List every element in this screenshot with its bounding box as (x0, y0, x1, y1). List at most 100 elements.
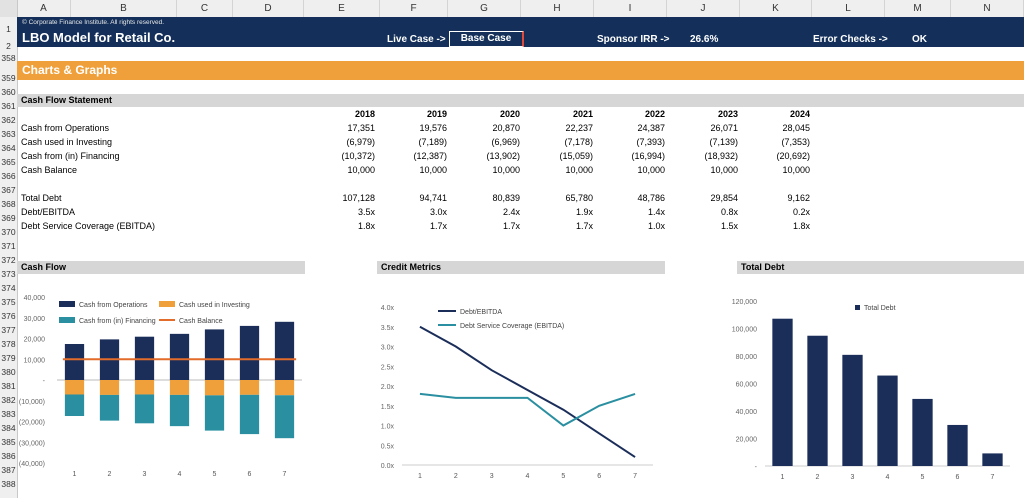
bar-cash-from-financing[interactable] (99, 394, 120, 421)
bar-cash-from-financing[interactable] (64, 394, 85, 417)
bar-cash-from-operations[interactable] (274, 321, 295, 380)
value-cell[interactable]: 10,000 (419, 165, 447, 175)
row-header-377[interactable]: 377 (1, 325, 16, 335)
column-header-m[interactable]: M (885, 0, 951, 17)
row-header-388[interactable]: 388 (1, 479, 16, 489)
bar-total-debt[interactable] (982, 453, 1003, 466)
value-cell[interactable]: 17,351 (347, 123, 375, 133)
value-cell[interactable]: (16,994) (631, 151, 665, 161)
row-label-cell[interactable]: Cash used in Investing (21, 137, 113, 147)
bar-cash-from-operations[interactable] (169, 333, 190, 380)
bar-cash-from-operations[interactable] (204, 329, 225, 380)
value-cell[interactable]: 10,000 (347, 165, 375, 175)
bar-cash-used-in-investing[interactable] (64, 380, 85, 395)
value-cell[interactable]: 20,870 (492, 123, 520, 133)
column-header-a[interactable]: A (17, 0, 71, 17)
row-header-369[interactable]: 369 (1, 213, 16, 223)
year-header-cell[interactable]: 2018 (354, 109, 375, 119)
row-header-381[interactable]: 381 (1, 381, 16, 391)
value-cell[interactable]: (7,139) (709, 137, 738, 147)
value-cell[interactable]: (7,178) (564, 137, 593, 147)
bar-total-debt[interactable] (912, 398, 933, 466)
total-debt-chart[interactable]: 120,000 100,000 80,000 60,000 40,000 20,000 - 1… (725, 285, 1024, 490)
bar-cash-from-financing[interactable] (239, 394, 260, 435)
bar-cash-from-financing[interactable] (169, 394, 190, 427)
value-cell[interactable]: 28,045 (782, 123, 810, 133)
year-header-cell[interactable]: 2022 (644, 109, 665, 119)
row-header-385[interactable]: 385 (1, 437, 16, 447)
row-label-cell[interactable]: Cash from (in) Financing (21, 151, 120, 161)
value-cell[interactable]: 24,387 (637, 123, 665, 133)
value-cell[interactable]: (15,059) (559, 151, 593, 161)
bar-cash-used-in-investing[interactable] (134, 380, 155, 395)
row-label-cell[interactable]: Debt Service Coverage (EBITDA) (21, 221, 156, 231)
column-header-j[interactable]: J (667, 0, 740, 17)
row-header-362[interactable]: 362 (1, 115, 16, 125)
column-header-i[interactable]: I (594, 0, 667, 17)
value-cell[interactable]: (18,932) (704, 151, 738, 161)
value-cell[interactable]: 65,780 (565, 193, 593, 203)
row-header-374[interactable]: 374 (1, 283, 16, 293)
bar-total-debt[interactable] (807, 335, 828, 466)
year-header-cell[interactable]: 2024 (789, 109, 810, 119)
row-header-375[interactable]: 375 (1, 297, 16, 307)
credit-metrics-chart[interactable]: 4.0x 3.5x 3.0x 2.5x 2.0x 1.5x 1.0x 0.5x 0.0x 1 2 3 4… (370, 285, 670, 490)
row-header-368[interactable]: 368 (1, 199, 16, 209)
value-cell[interactable]: (7,189) (418, 137, 447, 147)
value-cell[interactable]: 3.0x (429, 207, 447, 217)
value-cell[interactable]: 2.4x (502, 207, 520, 217)
row-header-370[interactable]: 370 (1, 227, 16, 237)
value-cell[interactable]: 107,128 (342, 193, 375, 203)
value-cell[interactable]: 29,854 (710, 193, 738, 203)
value-cell[interactable]: 10,000 (710, 165, 738, 175)
column-header-f[interactable]: F (380, 0, 448, 17)
value-cell[interactable]: (12,387) (413, 151, 447, 161)
row-header-363[interactable]: 363 (1, 129, 16, 139)
row-header-1[interactable]: 1 (6, 24, 11, 34)
bar-cash-from-operations[interactable] (64, 343, 85, 380)
value-cell[interactable]: 9,162 (787, 193, 810, 203)
column-header-d[interactable]: D (233, 0, 304, 17)
row-header-382[interactable]: 382 (1, 395, 16, 405)
value-cell[interactable]: 1.0x (647, 221, 665, 231)
value-cell[interactable]: 0.2x (792, 207, 810, 217)
column-header-c[interactable]: C (177, 0, 233, 17)
bar-total-debt[interactable] (947, 424, 968, 466)
bar-total-debt[interactable] (842, 354, 863, 466)
line-debt-ebitda[interactable] (419, 325, 636, 458)
bar-cash-used-in-investing[interactable] (99, 380, 120, 395)
value-cell[interactable]: 1.7x (429, 221, 447, 231)
value-cell[interactable]: 1.9x (575, 207, 593, 217)
bar-total-debt[interactable] (877, 375, 898, 466)
value-cell[interactable]: 1.4x (647, 207, 665, 217)
row-label-cell[interactable]: Debt/EBITDA (21, 207, 76, 217)
value-cell[interactable]: 1.7x (502, 221, 520, 231)
value-cell[interactable]: 3.5x (357, 207, 375, 217)
row-header-379[interactable]: 379 (1, 353, 16, 363)
row-header-380[interactable]: 380 (1, 367, 16, 377)
value-cell[interactable]: 1.7x (575, 221, 593, 231)
bar-cash-used-in-investing[interactable] (239, 380, 260, 395)
case-selector-cell[interactable]: Base Case (449, 31, 524, 47)
value-cell[interactable]: (13,902) (486, 151, 520, 161)
row-header-366[interactable]: 366 (1, 171, 16, 181)
value-cell[interactable]: 1.8x (357, 221, 375, 231)
row-header-373[interactable]: 373 (1, 269, 16, 279)
bar-cash-used-in-investing[interactable] (204, 380, 225, 396)
column-header-l[interactable]: L (812, 0, 885, 17)
row-header-376[interactable]: 376 (1, 311, 16, 321)
bar-total-debt[interactable] (772, 318, 793, 466)
bar-cash-from-operations[interactable] (239, 325, 260, 380)
value-cell[interactable]: 48,786 (637, 193, 665, 203)
row-header-383[interactable]: 383 (1, 409, 16, 419)
column-header-k[interactable]: K (740, 0, 812, 17)
row-header-358[interactable]: 358 (1, 53, 16, 63)
row-header-387[interactable]: 387 (1, 465, 16, 475)
line-debt-service-coverage[interactable] (419, 392, 636, 427)
value-cell[interactable]: (10,372) (341, 151, 375, 161)
row-header-2[interactable]: 2 (6, 41, 11, 51)
value-cell[interactable]: (6,969) (491, 137, 520, 147)
row-header-386[interactable]: 386 (1, 451, 16, 461)
value-cell[interactable]: 22,237 (565, 123, 593, 133)
row-header-384[interactable]: 384 (1, 423, 16, 433)
